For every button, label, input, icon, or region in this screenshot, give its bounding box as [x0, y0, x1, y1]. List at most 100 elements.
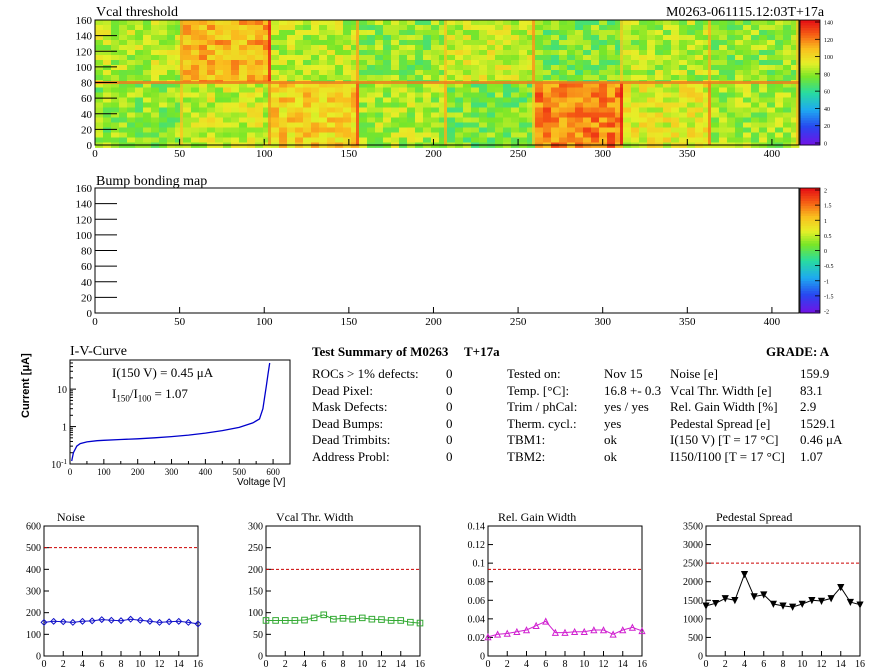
vcal-cell: [543, 45, 552, 51]
vcal-cell: [375, 117, 384, 123]
vcal-cell: [583, 107, 592, 113]
vcal-cell: [127, 112, 136, 118]
vcal-cell: [631, 35, 640, 41]
vcal-cell: [663, 55, 672, 61]
vcal-cell: [751, 92, 760, 98]
vcal-cell: [167, 70, 176, 76]
iv-annotation-ratio: I150/I100 = 1.07: [112, 386, 188, 404]
vcal-cell: [511, 20, 520, 26]
vcal-cell: [111, 60, 120, 66]
vcal-cell: [543, 70, 552, 76]
small-data-point: [619, 626, 627, 634]
vcal-cell: [151, 137, 160, 143]
vcal-cell: [95, 45, 104, 51]
vcal-cell: [783, 65, 792, 71]
vcal-cell: [95, 137, 104, 143]
vcal-cell: [775, 82, 784, 88]
vcal-cell: [735, 127, 744, 133]
vcal-cell: [111, 137, 120, 143]
vcal-cell: [703, 25, 712, 31]
vcal-cell: [175, 20, 184, 26]
vcal-cell: [743, 117, 752, 123]
vcal-cell: [743, 55, 752, 61]
vcal-cell: [263, 107, 272, 113]
vcal-cell: [791, 112, 800, 118]
vcal-cell: [215, 70, 224, 76]
vcal-cell: [575, 50, 584, 56]
vcal-cell: [247, 122, 256, 128]
vcal-cell: [303, 122, 312, 128]
vcal-cell: [503, 75, 512, 81]
vcal-cell: [655, 65, 664, 71]
small-plot-frame: [265, 525, 421, 657]
vcal-edge: [796, 82, 799, 145]
vcal-cell: [687, 82, 696, 88]
vcal-cell: [271, 30, 280, 36]
vcal-cell: [359, 20, 368, 26]
vcal-cell: [167, 92, 176, 98]
small-xtick-label: 8: [563, 659, 568, 670]
vcal-cell: [119, 75, 128, 81]
vcal-cbar-swatch: [800, 110, 820, 113]
vcal-cell: [791, 30, 800, 36]
vcal-cell: [207, 65, 216, 71]
vcal-cell: [207, 112, 216, 118]
vcal-cell: [263, 25, 272, 31]
bump-cbar-swatch: [800, 273, 820, 276]
vcal-cell: [95, 132, 104, 138]
vcal-cell: [767, 117, 776, 123]
vcal-cell: [407, 127, 416, 133]
vcal-cell: [343, 117, 352, 123]
vcal-cell: [735, 20, 744, 26]
vcal-cbar-tick-label: 80: [824, 72, 830, 78]
iv-xtick-label: 500: [232, 467, 246, 477]
vcal-cell: [543, 82, 552, 88]
small-xtick-label: 12: [817, 659, 827, 670]
vcal-cell: [703, 55, 712, 61]
vcal-cell: [695, 102, 704, 108]
vcal-cell: [583, 102, 592, 108]
vcal-cell: [783, 82, 792, 88]
vcal-cell: [663, 137, 672, 143]
vcal-cell: [471, 97, 480, 103]
vcal-cell: [463, 40, 472, 46]
summary-value: yes: [604, 415, 622, 431]
vcal-cell: [559, 65, 568, 71]
vcal-cell: [231, 92, 240, 98]
vcal-cell: [127, 132, 136, 138]
vcal-cell: [223, 87, 232, 93]
bump-cbar-swatch: [800, 258, 820, 261]
vcal-cell: [119, 50, 128, 56]
vcal-cell: [199, 45, 208, 51]
vcal-cell: [447, 137, 456, 143]
vcal-cell: [175, 102, 184, 108]
vcal-cell: [319, 35, 328, 41]
vcal-cell: [383, 25, 392, 31]
vcal-cell: [615, 87, 624, 93]
vcal-cell: [343, 40, 352, 46]
vcal-cell: [295, 102, 304, 108]
vcal-cell: [455, 50, 464, 56]
vcal-cell: [687, 132, 696, 138]
small-data-point: [146, 617, 154, 625]
vcal-cell: [663, 70, 672, 76]
vcal-cbar-frame: [799, 19, 821, 146]
vcal-cell: [679, 137, 688, 143]
vcal-cell: [287, 107, 296, 113]
vcal-cell: [423, 132, 432, 138]
vcal-cell: [591, 117, 600, 123]
vcal-cell: [663, 122, 672, 128]
vcal-cell: [103, 45, 112, 51]
vcal-cell: [215, 45, 224, 51]
iv-xtick-label: 400: [199, 467, 213, 477]
vcal-cell: [535, 40, 544, 46]
vcal-cell: [175, 107, 184, 113]
small-xtick-label: 8: [341, 659, 346, 670]
vcal-cell: [791, 60, 800, 66]
vcal-cell: [359, 117, 368, 123]
vcal-cell: [319, 132, 328, 138]
vcal-cell: [647, 30, 656, 36]
vcal-cell: [367, 117, 376, 123]
vcal-cell: [359, 132, 368, 138]
